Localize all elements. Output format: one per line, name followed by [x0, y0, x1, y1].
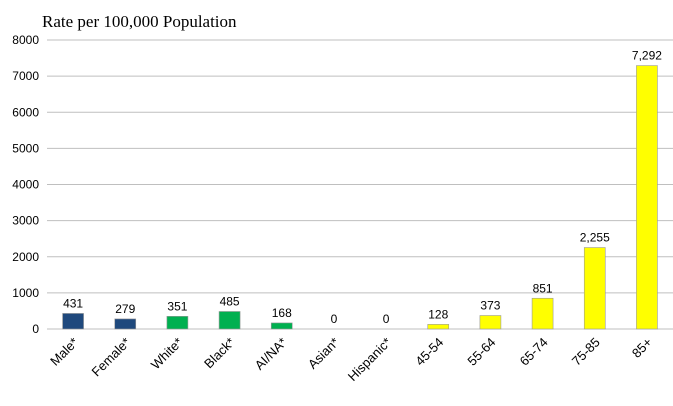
x-tick-label: 45-54: [412, 335, 446, 369]
x-tick-label: 75-85: [569, 335, 603, 369]
y-tick-label: 3000: [12, 214, 39, 228]
x-tick-label: Asian*: [305, 335, 342, 372]
data-label: 279: [115, 302, 135, 316]
x-tick-label: 85+: [629, 335, 655, 361]
bar: [479, 315, 502, 330]
bar: [114, 318, 137, 330]
data-label: 431: [63, 296, 83, 310]
data-label: 7,292: [632, 49, 662, 63]
bars: [62, 65, 658, 330]
data-label: 168: [272, 306, 292, 320]
x-tick-label: Black*: [201, 335, 238, 372]
y-tick-label: 6000: [12, 105, 39, 119]
bar: [636, 65, 658, 330]
data-label: 851: [533, 281, 553, 295]
y-tick-label: 8000: [12, 33, 39, 47]
bar: [166, 316, 189, 330]
y-tick-label: 2000: [12, 250, 39, 264]
data-label: 0: [383, 312, 390, 326]
gridlines: [47, 39, 673, 330]
data-label: 2,255: [580, 231, 610, 245]
x-tick-label: AI/NA*: [252, 335, 290, 373]
data-label: 0: [331, 312, 338, 326]
bar: [218, 311, 241, 330]
data-label: 128: [428, 307, 448, 321]
data-label: 373: [480, 299, 500, 313]
bar: [62, 313, 84, 330]
data-labels: 431 279 351 485 168 0 0 128 373 851 2,255 7,292: [63, 49, 662, 326]
x-tick-label: 55-64: [464, 335, 498, 369]
y-tick-label: 1000: [12, 286, 39, 300]
data-label: 351: [167, 299, 187, 313]
data-label: 485: [220, 294, 240, 308]
x-axis-labels: Male* Female* White* Black* AI/NA* Asian* Hisp…: [47, 335, 655, 384]
bar: [531, 297, 554, 330]
x-tick-label: Female*: [89, 335, 134, 380]
bar: [427, 324, 450, 330]
bar: [583, 247, 606, 330]
chart-title: Rate per 100,000 Population: [42, 12, 237, 31]
y-tick-label: 4000: [12, 178, 39, 192]
x-tick-label: White*: [148, 335, 186, 373]
bar: [270, 322, 293, 330]
y-tick-label: 5000: [12, 141, 39, 155]
x-tick-label: Hispanic*: [345, 335, 394, 384]
y-axis-ticks: 0 1000 2000 3000 4000 5000 6000 7000 8000: [12, 33, 39, 336]
y-tick-label: 7000: [12, 69, 39, 83]
x-tick-label: Male*: [47, 335, 81, 369]
y-tick-label: 0: [32, 322, 39, 336]
x-tick-label: 65-74: [517, 335, 551, 369]
